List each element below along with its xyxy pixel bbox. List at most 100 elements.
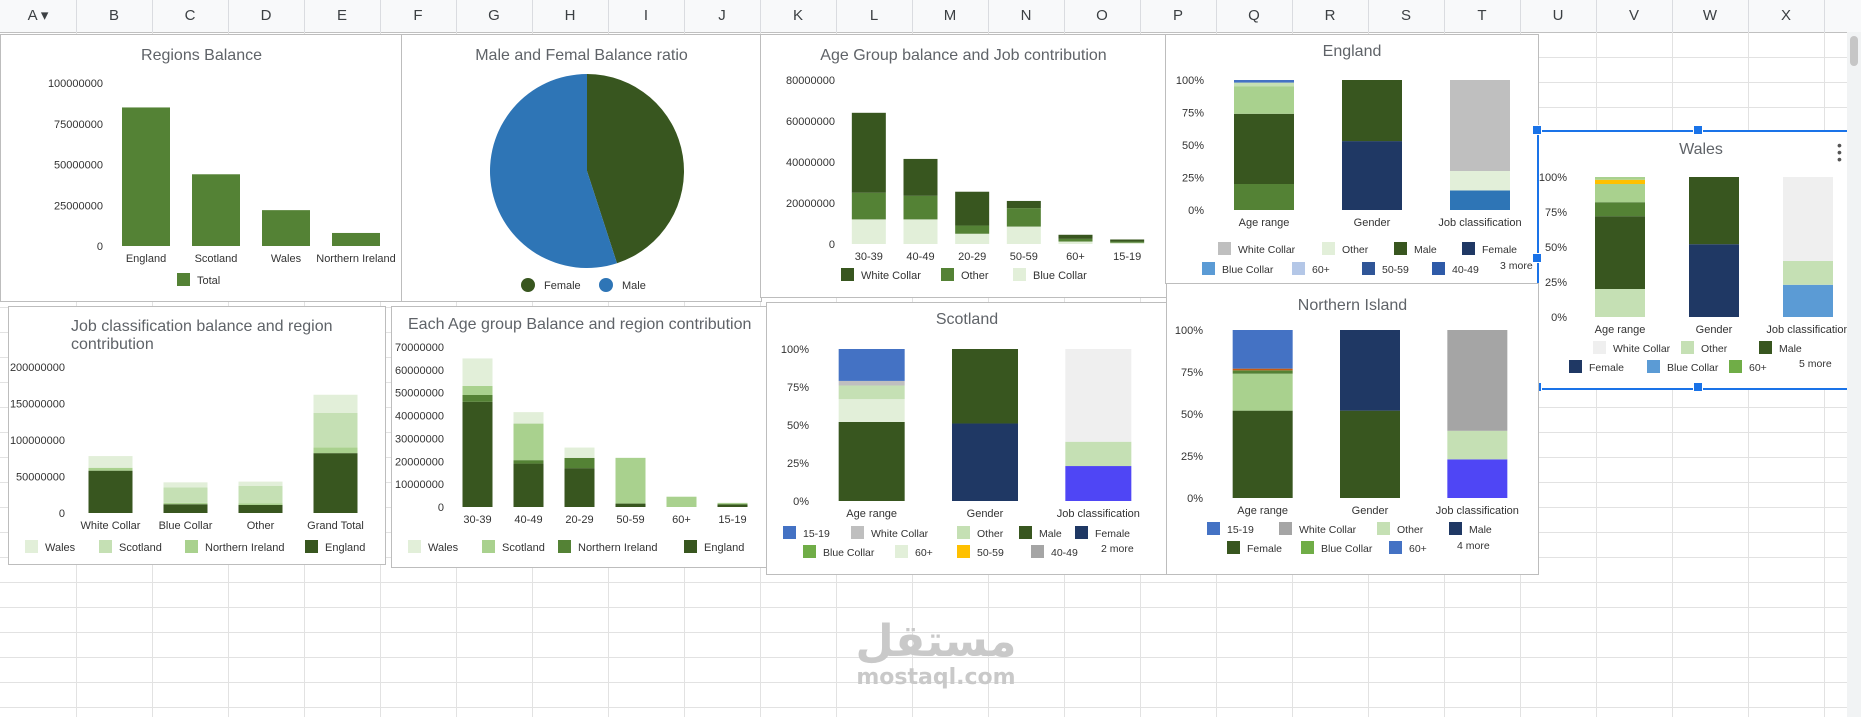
chart-scotland[interactable]: Scotland 100% 75% 50% 25% 0% Age range Gender J…	[766, 302, 1168, 575]
legend-label: 60+	[1312, 264, 1330, 276]
chart-england[interactable]: England 100% 75% 50% 25% 0% Age range Gender Jo…	[1165, 34, 1539, 284]
chart-northern-island[interactable]: Northern Island 100% 75% 50% 25% 0% Age range…	[1166, 283, 1539, 575]
chart-title-line1: Job classification balance and region	[71, 318, 333, 335]
y-tick-label: 25%	[1545, 277, 1567, 289]
chart-wales[interactable]: Wales 100% 75% 50% 25% 0% Age range Gender Job …	[1537, 130, 1861, 390]
stack-segment	[1340, 410, 1400, 498]
resize-handle[interactable]	[1532, 253, 1542, 263]
bar	[1006, 226, 1041, 244]
northern-island-plot: 100% 75% 50% 25% 0% Age range Gender Job classi…	[1175, 325, 1519, 555]
column-header-s[interactable]: S	[1368, 0, 1445, 32]
pie-slice	[587, 74, 684, 264]
column-header-v[interactable]: V	[1596, 0, 1673, 32]
chart-title: England	[1322, 43, 1382, 60]
stack-segment	[1340, 330, 1400, 411]
chart-age-region[interactable]: Each Age group Balance and region contri…	[391, 306, 768, 568]
legend-swatch	[25, 540, 38, 553]
y-tick-label: 50000000	[54, 160, 103, 172]
y-tick-label: 0%	[793, 496, 809, 508]
column-header-k[interactable]: K	[760, 0, 837, 32]
chart-menu-icon[interactable]: • • •	[1837, 137, 1842, 167]
resize-handle[interactable]	[1532, 125, 1542, 135]
x-tick-label: Scotland	[195, 253, 238, 265]
chart-job-region[interactable]: Job classification balance and region co…	[8, 306, 386, 565]
column-header-d[interactable]: D	[228, 0, 305, 32]
column-header-t[interactable]: T	[1444, 0, 1521, 32]
column-header-q[interactable]: Q	[1216, 0, 1293, 32]
x-tick-label: 50-59	[616, 514, 644, 526]
x-tick-label: 50-59	[1010, 251, 1038, 263]
x-tick-label: 40-49	[514, 514, 542, 526]
legend-swatch	[1394, 242, 1407, 255]
stack-segment	[1447, 430, 1508, 460]
bar	[851, 112, 886, 193]
column-header-j[interactable]: J	[684, 0, 761, 32]
bar	[615, 457, 646, 504]
scrollbar-thumb[interactable]	[1850, 36, 1858, 66]
column-header-a[interactable]: A ▾	[0, 0, 77, 32]
bar	[313, 453, 358, 513]
legend-label: Female	[1482, 244, 1517, 256]
column-header-x[interactable]: X	[1748, 0, 1825, 32]
legend-label: Other	[1397, 524, 1424, 536]
legend-label: Total	[197, 275, 220, 287]
column-header-u[interactable]: U	[1520, 0, 1597, 32]
x-tick-label: Gender	[1352, 505, 1389, 517]
legend-swatch	[941, 268, 954, 281]
column-header-r[interactable]: R	[1292, 0, 1369, 32]
bar	[238, 504, 283, 513]
chart-age-job[interactable]: Age Group balance and Job contribution 8…	[760, 34, 1167, 298]
legend-label: 40-49	[1051, 547, 1078, 559]
chart-gender-ratio[interactable]: Male and Femal Balance ratio Female Male	[401, 34, 762, 302]
bar	[851, 192, 886, 220]
column-header-o[interactable]: O	[1064, 0, 1141, 32]
column-header-h[interactable]: H	[532, 0, 609, 32]
column-header-c[interactable]: C	[152, 0, 229, 32]
y-tick-label: 0%	[1187, 493, 1203, 505]
vertical-scrollbar[interactable]	[1847, 32, 1861, 717]
x-tick-label: Job classification	[1438, 217, 1521, 229]
legend-swatch	[1301, 541, 1314, 554]
resize-handle[interactable]	[1693, 382, 1703, 392]
x-tick-label: Northern Ireland	[316, 253, 396, 265]
column-header-f[interactable]: F	[380, 0, 457, 32]
chart-title-line2: contribution	[71, 336, 154, 353]
legend-label: Other	[1701, 343, 1728, 355]
bar	[513, 460, 544, 464]
legend-swatch	[1647, 360, 1660, 373]
y-tick-label: 75%	[1182, 108, 1204, 120]
stack-segment	[1595, 202, 1645, 217]
y-tick-label: 50000000	[16, 472, 65, 484]
column-header-b[interactable]: B	[76, 0, 153, 32]
stack-segment	[1595, 177, 1645, 180]
column-header-i[interactable]: I	[608, 0, 685, 32]
column-header-l[interactable]: L	[836, 0, 913, 32]
column-header-n[interactable]: N	[988, 0, 1065, 32]
column-header-m[interactable]: M	[912, 0, 989, 32]
legend-swatch	[957, 526, 970, 539]
y-tick-label: 0	[438, 502, 444, 514]
chart-title: Northern Island	[1297, 297, 1408, 314]
legend-swatch	[99, 540, 112, 553]
chart-regions-balance[interactable]: Regions Balance 100000000 75000000 5000000…	[0, 34, 403, 302]
column-header-p[interactable]: P	[1140, 0, 1217, 32]
x-tick-label: 60+	[1066, 251, 1085, 263]
column-header-e[interactable]: E	[304, 0, 381, 32]
stack-segment	[1595, 184, 1645, 203]
y-tick-label: 200000000	[10, 362, 65, 374]
column-header-w[interactable]: W	[1672, 0, 1749, 32]
column-header-g[interactable]: G	[456, 0, 533, 32]
y-tick-label: 50%	[1181, 409, 1203, 421]
stack-segment	[1065, 441, 1132, 467]
legend-label: England	[704, 542, 744, 554]
bar	[1006, 200, 1041, 209]
y-tick-label: 0	[829, 239, 835, 251]
stack-segment	[1595, 289, 1645, 317]
bar	[163, 482, 208, 488]
bar	[1006, 208, 1041, 227]
grid-row-line	[0, 657, 1861, 658]
resize-handle[interactable]	[1693, 125, 1703, 135]
stack-segment	[1450, 171, 1510, 191]
legend-label: England	[325, 542, 365, 554]
bar	[513, 463, 544, 507]
